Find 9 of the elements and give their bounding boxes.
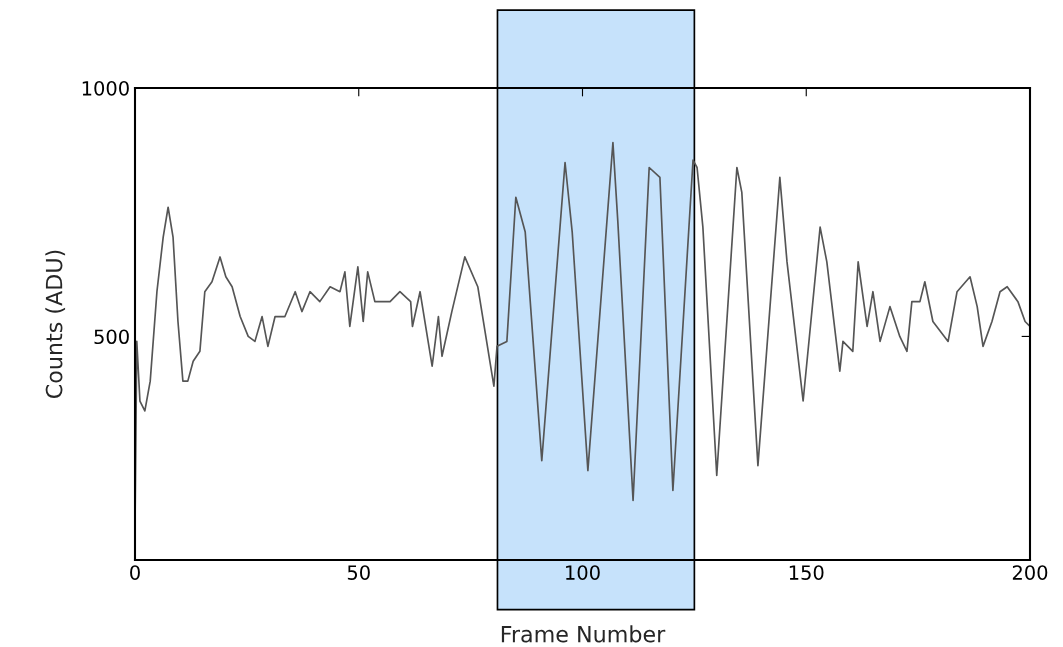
y-tick-label: 1000 xyxy=(82,80,129,96)
x-tick-label: 100 xyxy=(566,565,600,580)
y-axis-title: Counts (ADU) xyxy=(45,250,66,399)
x-tick-label: 150 xyxy=(789,565,824,580)
x-tick-label: 200 xyxy=(1012,565,1048,580)
x-axis-title: Frame Number xyxy=(501,625,666,643)
x-tick-label: 0 xyxy=(130,565,140,580)
y-tick-label: 500 xyxy=(94,329,129,345)
x-tick-label: 50 xyxy=(347,565,370,580)
